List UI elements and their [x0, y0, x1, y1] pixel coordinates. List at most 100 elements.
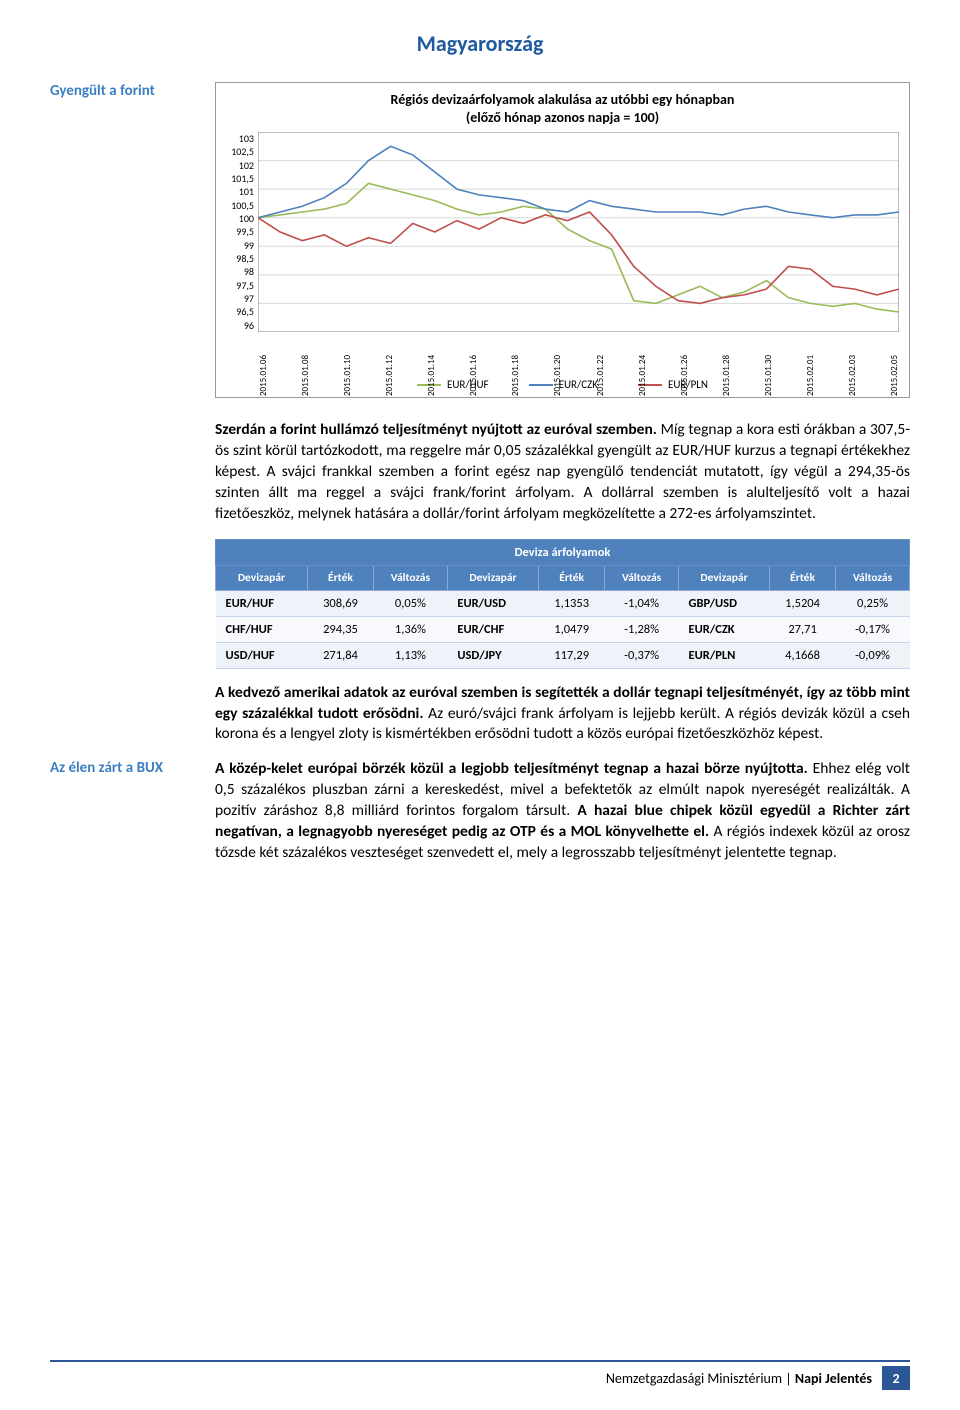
- fx-value-cell: -0,17%: [836, 616, 910, 642]
- paragraph-3: A közép-kelet európai börzék közül a leg…: [215, 759, 910, 864]
- fx-pair-cell: USD/HUF: [216, 642, 308, 668]
- fx-value-cell: -0,09%: [836, 642, 910, 668]
- content-columns-2: Az élen zárt a BUX A közép-kelet európai…: [50, 759, 910, 878]
- fx-value-cell: 1,5204: [770, 590, 836, 616]
- chart-plot: [258, 132, 899, 332]
- chart-line: [258, 183, 899, 312]
- sidebar-2: Az élen zárt a BUX: [50, 759, 195, 878]
- chart-y-axis: 103102,5102101,5101100,510099,59998,5989…: [226, 132, 258, 332]
- p3-bold: A közép-kelet európai börzék közül a leg…: [215, 759, 808, 778]
- fx-pair-cell: GBP/USD: [679, 590, 770, 616]
- sidebar-note-2: Az élen zárt a BUX: [50, 759, 195, 777]
- y-tick: 100,5: [226, 199, 254, 212]
- fx-value-cell: 1,1353: [539, 590, 605, 616]
- fx-table-col-header: Érték: [539, 565, 605, 590]
- fx-value-cell: 117,29: [539, 642, 605, 668]
- content-columns: Gyengült a forint Régiós devizaárfolyamo…: [50, 82, 910, 759]
- fx-table-header-row: DevizapárÉrtékVáltozásDevizapárÉrtékVált…: [216, 565, 910, 590]
- main-column: Régiós devizaárfolyamok alakulása az utó…: [215, 82, 910, 759]
- y-tick: 101: [226, 185, 254, 198]
- x-tick: 2015.02.01: [805, 386, 816, 396]
- chart-title-line1: Régiós devizaárfolyamok alakulása az utó…: [391, 91, 735, 108]
- y-tick: 100: [226, 212, 254, 225]
- fx-pair-cell: CHF/HUF: [216, 616, 308, 642]
- fx-pair-cell: EUR/CHF: [447, 616, 538, 642]
- fx-table-col-header: Devizapár: [447, 565, 538, 590]
- x-tick: 2015.01.16: [468, 386, 479, 396]
- legend-eur-czk: EUR/CZK: [529, 378, 598, 391]
- fx-value-cell: 1,0479: [539, 616, 605, 642]
- table-row: USD/HUF271,841,13%USD/JPY117,29-0,37%EUR…: [216, 642, 910, 668]
- fx-table-col-header: Devizapár: [216, 565, 308, 590]
- chart-area: 103102,5102101,5101100,510099,59998,5989…: [226, 132, 899, 372]
- paragraph-1: Szerdán a forint hullámzó teljesítményt …: [215, 420, 910, 525]
- y-tick: 97: [226, 292, 254, 305]
- chart-line: [258, 146, 899, 217]
- fx-value-cell: 0,25%: [836, 590, 910, 616]
- x-tick: 2015.01.08: [300, 386, 311, 396]
- fx-pair-cell: EUR/HUF: [216, 590, 308, 616]
- fx-value-cell: 0,05%: [374, 590, 448, 616]
- fx-value-cell: -0,37%: [605, 642, 679, 668]
- fx-value-cell: 1,36%: [374, 616, 448, 642]
- table-row: CHF/HUF294,351,36%EUR/CHF1,0479-1,28%EUR…: [216, 616, 910, 642]
- y-tick: 98: [226, 265, 254, 278]
- legend-swatch-eur-czk: [529, 384, 553, 386]
- y-tick: 101,5: [226, 172, 254, 185]
- footer-label-bold: Napi Jelentés: [795, 1370, 872, 1387]
- y-tick: 102: [226, 159, 254, 172]
- fx-table-col-header: Változás: [374, 565, 448, 590]
- y-tick: 103: [226, 132, 254, 145]
- x-tick: 2015.02.05: [889, 386, 900, 396]
- fx-table-col-header: Érték: [307, 565, 373, 590]
- footer-page-number: 2: [882, 1366, 910, 1390]
- fx-table-col-header: Változás: [605, 565, 679, 590]
- sidebar-note-1: Gyengült a forint: [50, 82, 195, 100]
- x-tick: 2015.01.06: [258, 386, 269, 396]
- chart-line: [258, 212, 899, 303]
- fx-value-cell: -1,28%: [605, 616, 679, 642]
- page-footer: Nemzetgazdasági Minisztérium | Napi Jele…: [50, 1360, 910, 1390]
- fx-pair-cell: EUR/PLN: [679, 642, 770, 668]
- x-tick: 2015.01.18: [510, 386, 521, 396]
- table-row: EUR/HUF308,690,05%EUR/USD1,1353-1,04%GBP…: [216, 590, 910, 616]
- x-tick: 2015.01.12: [384, 386, 395, 396]
- fx-table-title: Deviza árfolyamok: [216, 539, 910, 565]
- fx-value-cell: 4,1668: [770, 642, 836, 668]
- chart-title-line2: (előző hónap azonos napja = 100): [466, 109, 659, 126]
- x-tick: 2015.01.26: [679, 386, 690, 396]
- legend-label-eur-czk: EUR/CZK: [559, 378, 598, 391]
- fx-value-cell: 27,71: [770, 616, 836, 642]
- x-tick: 2015.02.03: [847, 386, 858, 396]
- x-tick: 2015.01.30: [763, 386, 774, 396]
- fx-chart: Régiós devizaárfolyamok alakulása az utó…: [215, 82, 910, 398]
- fx-pair-cell: EUR/USD: [447, 590, 538, 616]
- footer-label-text: Nemzetgazdasági Minisztérium |: [606, 1370, 795, 1387]
- x-tick: 2015.01.10: [342, 386, 353, 396]
- fx-rates-table: Deviza árfolyamok DevizapárÉrtékVáltozás…: [215, 539, 910, 669]
- chart-title: Régiós devizaárfolyamok alakulása az utó…: [226, 91, 899, 126]
- x-tick: 2015.01.28: [721, 386, 732, 396]
- y-tick: 97,5: [226, 279, 254, 292]
- fx-value-cell: -1,04%: [605, 590, 679, 616]
- fx-pair-cell: EUR/CZK: [679, 616, 770, 642]
- x-tick: 2015.01.20: [552, 386, 563, 396]
- x-tick: 2015.01.24: [637, 386, 648, 396]
- y-tick: 102,5: [226, 145, 254, 158]
- y-tick: 99,5: [226, 225, 254, 238]
- fx-value-cell: 308,69: [307, 590, 373, 616]
- fx-table-body: EUR/HUF308,690,05%EUR/USD1,1353-1,04%GBP…: [216, 590, 910, 668]
- y-tick: 96: [226, 319, 254, 332]
- fx-pair-cell: USD/JPY: [447, 642, 538, 668]
- paragraph-2: A kedvező amerikai adatok az euróval sze…: [215, 683, 910, 746]
- page-title: Magyarország: [50, 30, 910, 57]
- legend-eur-pln: EUR/PLN: [638, 378, 708, 391]
- p1-bold: Szerdán a forint hullámzó teljesítményt …: [215, 420, 657, 439]
- x-tick: 2015.01.14: [426, 386, 437, 396]
- main-column-2: A közép-kelet európai börzék közül a leg…: [215, 759, 910, 878]
- y-tick: 99: [226, 239, 254, 252]
- sidebar: Gyengült a forint: [50, 82, 195, 759]
- chart-svg: [258, 132, 899, 332]
- footer-label: Nemzetgazdasági Minisztérium | Napi Jele…: [606, 1370, 872, 1387]
- fx-value-cell: 271,84: [307, 642, 373, 668]
